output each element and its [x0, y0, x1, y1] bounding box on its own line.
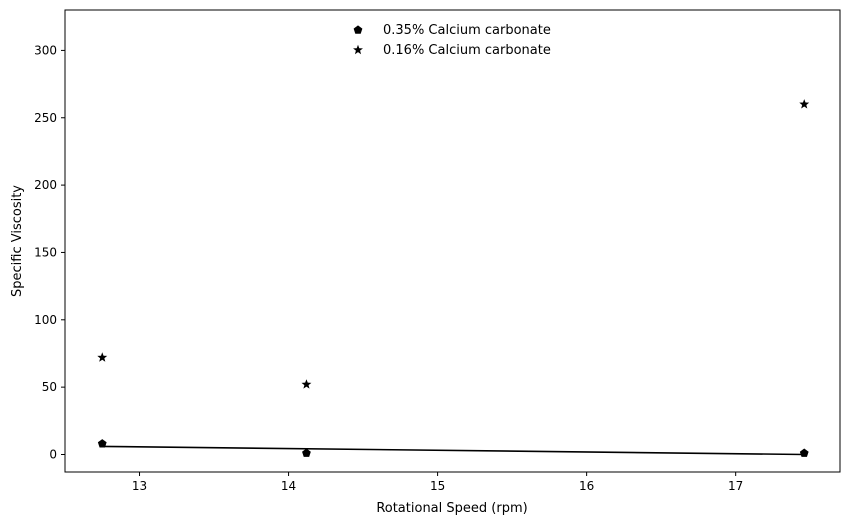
- y-axis: 0 50 100 150 200 250 300: [34, 43, 65, 461]
- y-tick-label: 50: [42, 380, 57, 394]
- y-tick-label: 150: [34, 245, 57, 259]
- y-tick-label: 300: [34, 43, 57, 57]
- x-tick-label: 13: [132, 479, 147, 493]
- legend-marker: [353, 44, 363, 55]
- data-point-series-2: [97, 352, 108, 362]
- data-point-series-1: [302, 448, 311, 457]
- x-tick-label: 17: [728, 479, 743, 493]
- y-axis-label: Specific Viscosity: [10, 185, 25, 297]
- data-point-series-1: [97, 439, 107, 448]
- x-axis-label: Rotational Speed (rpm): [376, 501, 527, 516]
- fit-line-group: [102, 445, 805, 456]
- y-tick-label: 200: [34, 178, 57, 192]
- data-point-series-1: [799, 448, 809, 457]
- plot-area: [64, 9, 841, 473]
- fit-line: [102, 445, 805, 456]
- x-axis: 13 14 15 16 17: [132, 472, 743, 493]
- y-tick-label: 250: [34, 111, 57, 125]
- data-points: [97, 99, 810, 457]
- legend: 0.35% Calcium carbonate 0.16% Calcium car…: [353, 23, 551, 58]
- legend-label: 0.35% Calcium carbonate: [383, 23, 551, 38]
- legend-label: 0.16% Calcium carbonate: [383, 43, 551, 58]
- data-point-series-2: [301, 379, 312, 389]
- legend-marker: [353, 25, 363, 34]
- x-tick-label: 16: [579, 479, 594, 493]
- data-point-series-2: [799, 99, 810, 109]
- y-tick-label: 100: [34, 313, 57, 327]
- x-tick-label: 14: [281, 479, 296, 493]
- x-tick-label: 15: [430, 479, 445, 493]
- y-tick-label: 0: [49, 447, 57, 461]
